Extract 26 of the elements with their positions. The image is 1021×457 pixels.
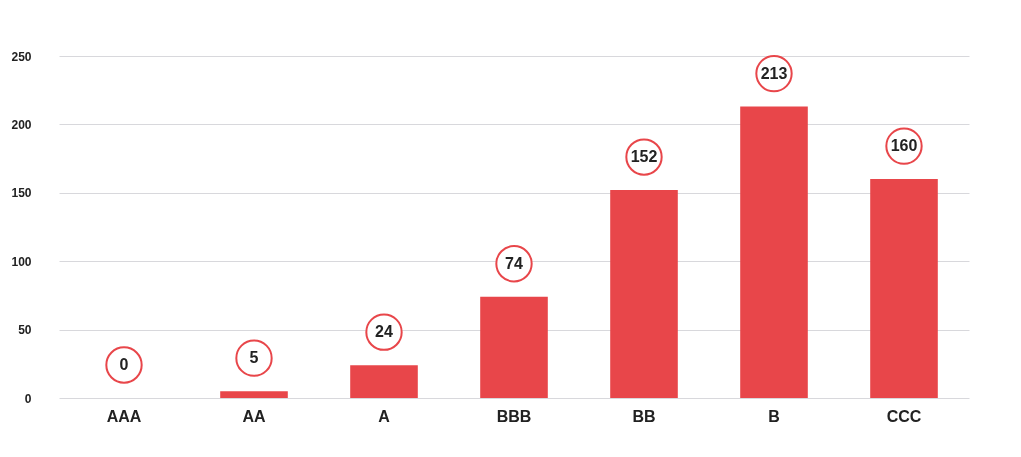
x-tick-label: BB: [632, 407, 656, 425]
y-tick-label: 0: [24, 391, 32, 406]
bar: [610, 190, 678, 398]
x-tick-label: CCC: [886, 407, 922, 425]
data-label: 24: [375, 323, 393, 341]
y-tick-label: 50: [18, 323, 32, 338]
data-label: 74: [505, 254, 523, 272]
x-tick-label: A: [378, 407, 391, 425]
x-tick-label: AA: [242, 407, 266, 425]
y-tick-label: 250: [11, 49, 32, 64]
y-tick-label: 100: [11, 254, 32, 269]
data-label: 213: [760, 64, 788, 82]
data-label: 0: [119, 356, 129, 373]
y-tick-label: 200: [11, 117, 32, 132]
x-tick-label: B: [768, 407, 780, 425]
data-label: 152: [630, 148, 658, 166]
bar: [350, 365, 418, 398]
y-tick-label: 150: [11, 186, 32, 201]
data-label: 5: [249, 349, 259, 367]
bar: [870, 179, 938, 398]
bar: [480, 296, 548, 398]
data-label: 160: [890, 137, 918, 155]
x-tick-label: BBB: [496, 407, 532, 425]
x-tick-label: AAA: [106, 407, 142, 425]
bar: [220, 391, 288, 398]
bar: [740, 106, 808, 398]
